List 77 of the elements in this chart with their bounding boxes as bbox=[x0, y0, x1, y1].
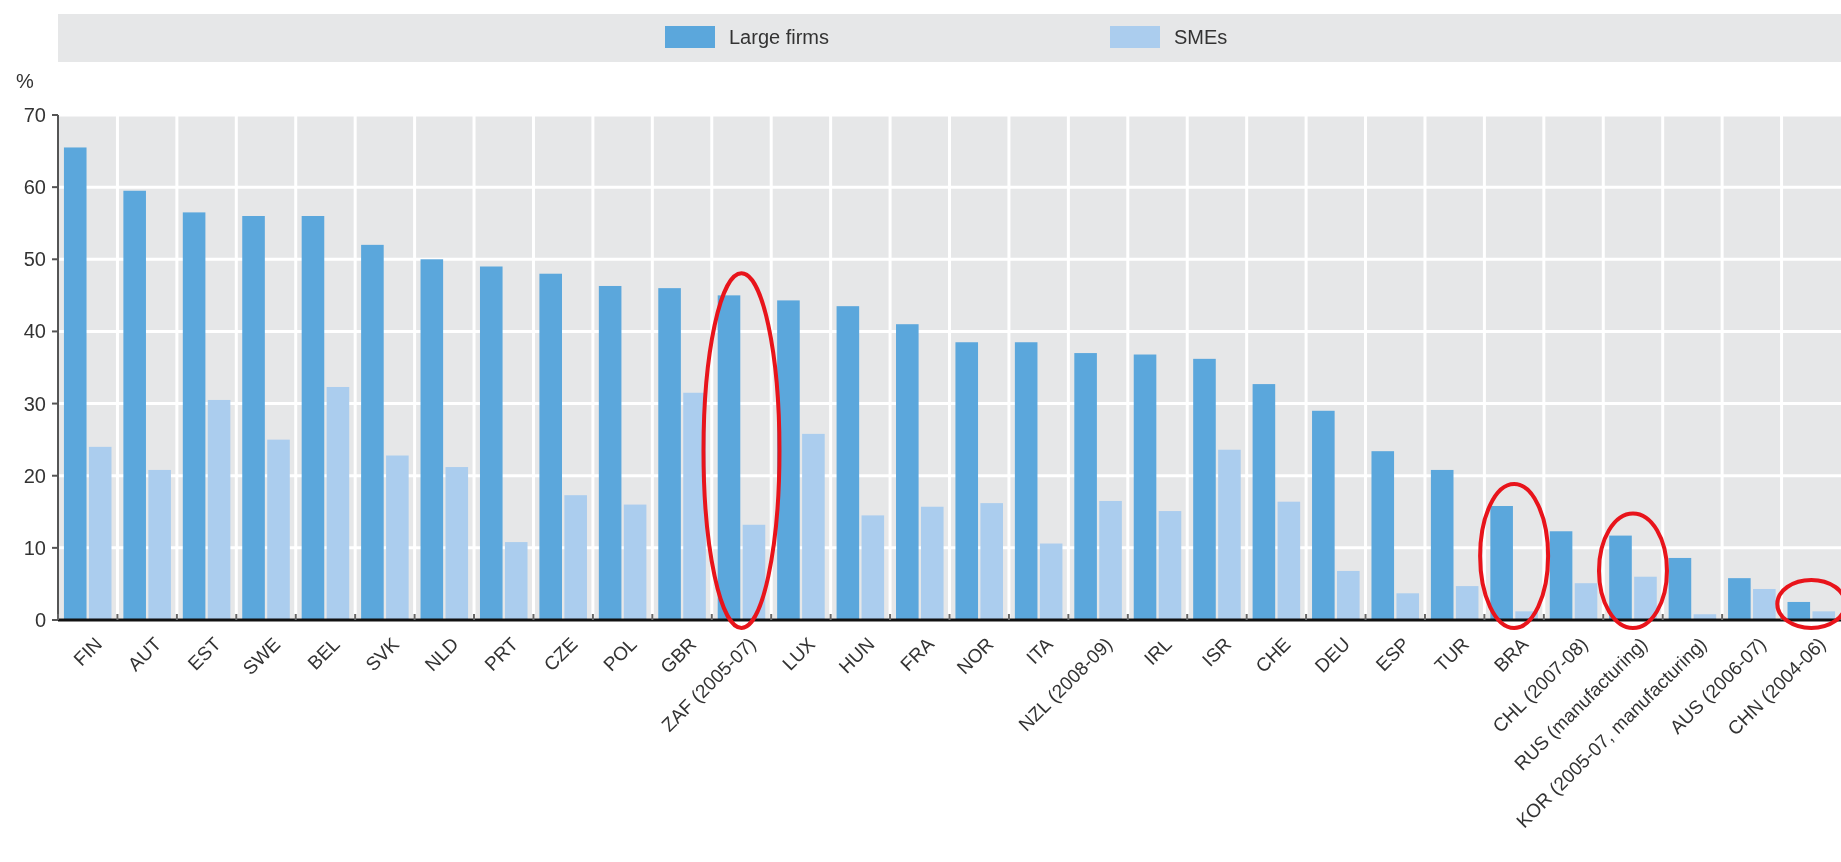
bar bbox=[1133, 354, 1157, 620]
legend-label: SMEs bbox=[1174, 26, 1228, 48]
y-tick-label: 30 bbox=[23, 392, 46, 415]
bar bbox=[861, 515, 885, 620]
bar bbox=[1728, 578, 1751, 620]
bar bbox=[1371, 451, 1395, 620]
bar bbox=[1430, 469, 1454, 620]
bar bbox=[123, 190, 146, 620]
bar bbox=[504, 542, 528, 620]
bar bbox=[683, 392, 706, 620]
bar bbox=[1490, 506, 1513, 620]
bar bbox=[717, 295, 741, 620]
y-tick-label: 40 bbox=[23, 320, 46, 343]
bar bbox=[1312, 410, 1335, 620]
y-tick-label: 50 bbox=[23, 248, 46, 271]
bar bbox=[980, 503, 1003, 620]
bar bbox=[361, 244, 384, 620]
bar bbox=[836, 306, 860, 620]
bar bbox=[1337, 570, 1360, 620]
bar bbox=[242, 216, 265, 620]
bar bbox=[1074, 353, 1097, 620]
bar bbox=[1549, 531, 1573, 620]
bar bbox=[955, 342, 979, 620]
bar bbox=[420, 259, 444, 620]
bar bbox=[88, 446, 112, 620]
bar bbox=[539, 273, 562, 620]
legend-label: Large firms bbox=[729, 26, 830, 48]
bar bbox=[301, 216, 325, 620]
bar bbox=[445, 467, 469, 620]
bar bbox=[742, 524, 766, 620]
y-tick-label: 20 bbox=[23, 464, 46, 487]
bar bbox=[896, 324, 919, 620]
bar bbox=[564, 495, 587, 620]
bar bbox=[182, 212, 206, 620]
bar bbox=[1193, 358, 1216, 620]
bar bbox=[1668, 557, 1692, 620]
bar bbox=[326, 386, 350, 620]
x-tick-label: BEL bbox=[303, 633, 344, 674]
y-tick-label: 60 bbox=[23, 176, 46, 199]
y-tick-label: 10 bbox=[23, 536, 46, 559]
y-tick-label: 70 bbox=[23, 104, 46, 126]
bar bbox=[1252, 384, 1276, 620]
y-tick-label: 0 bbox=[34, 609, 46, 631]
bar bbox=[63, 147, 87, 620]
bar bbox=[1609, 535, 1632, 620]
bar bbox=[1634, 576, 1657, 620]
bar bbox=[1014, 342, 1038, 620]
x-tick-label: ISR bbox=[1197, 633, 1236, 671]
x-tick-label: FRA bbox=[896, 633, 939, 676]
bar bbox=[1099, 500, 1122, 620]
bar bbox=[386, 455, 409, 620]
y-axis-title: % bbox=[16, 70, 35, 92]
bar bbox=[598, 285, 622, 620]
bar bbox=[479, 266, 503, 620]
bar bbox=[1039, 543, 1063, 620]
bar bbox=[1277, 501, 1301, 620]
bar bbox=[148, 469, 171, 620]
bar bbox=[1218, 449, 1241, 620]
bar bbox=[1812, 611, 1836, 620]
bar bbox=[1158, 511, 1182, 620]
bar bbox=[1574, 583, 1598, 620]
x-tick-label: NLD bbox=[420, 633, 463, 676]
bar bbox=[1787, 601, 1811, 620]
x-tick-label: IRL bbox=[1139, 633, 1176, 670]
bar bbox=[207, 399, 231, 620]
x-tick-label: TUR bbox=[1430, 633, 1473, 676]
bar bbox=[777, 300, 800, 620]
bar bbox=[623, 504, 647, 620]
bar bbox=[1753, 588, 1776, 620]
bar bbox=[267, 439, 290, 620]
bar bbox=[1396, 593, 1420, 620]
x-tick-label: FIN bbox=[69, 633, 106, 670]
bar bbox=[658, 288, 681, 620]
bar bbox=[802, 433, 825, 620]
bar bbox=[920, 506, 944, 620]
bar bbox=[1455, 586, 1479, 620]
x-tick-label: POL bbox=[599, 633, 641, 676]
